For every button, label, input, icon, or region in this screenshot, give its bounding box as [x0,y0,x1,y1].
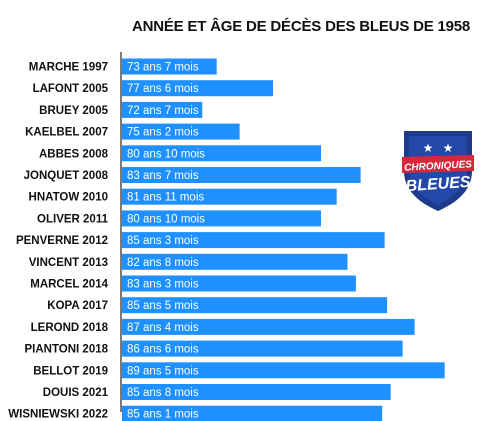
chart-title: ANNÉE ET ÂGE DE DÉCÈS DES BLEUS DE 1958 [131,18,471,35]
category-label: BELLOT 2019 [33,365,108,377]
bar [122,405,383,421]
svg-text:★: ★ [443,141,454,155]
bar [122,188,337,205]
category-label: MARCHE 1997 [29,62,108,74]
bar [122,123,240,140]
bar-value-label: 87 ans 4 mois [127,322,199,334]
bar [122,58,217,75]
category-label: PENVERNE 2012 [16,235,108,247]
category-label: OLIVER 2011 [37,213,109,225]
category-label: BRUEY 2005 [39,105,108,117]
bar [122,101,203,118]
bar-value-label: 83 ans 3 mois [127,279,199,291]
bar-value-label: 85 ans 1 mois [127,409,199,421]
bar [122,275,356,292]
bar-value-label: 72 ans 7 mois [127,105,199,117]
category-label: VINCENT 2013 [29,257,108,269]
bar-value-label: 82 ans 8 mois [127,257,199,269]
category-label: WISNIEWSKI 2022 [8,409,108,421]
bar [122,297,388,314]
bar-value-label: 89 ans 5 mois [127,365,199,377]
category-label: KAELBEL 2007 [25,127,108,139]
category-label: PIANTONI 2018 [24,344,108,356]
bar [122,253,348,270]
category-label: DOUIS 2021 [43,387,109,399]
bar [122,340,403,357]
bar-value-label: 80 ans 10 mois [127,148,205,160]
bar-value-label: 77 ans 6 mois [127,83,199,95]
logo-text-line1: CHRONIQUES [404,159,473,174]
bar-value-label: 80 ans 10 mois [127,213,205,225]
bar-value-label: 85 ans 8 mois [127,387,199,399]
bar [122,80,274,97]
bar [122,145,321,162]
bar [122,384,391,400]
bar-value-label: 81 ans 11 mois [127,192,204,204]
shield-stars-icon: ★ ★ CHRONIQUES BLEUES [402,131,474,211]
bar-value-label: 85 ans 5 mois [127,300,199,312]
bar-value-label: 83 ans 7 mois [127,170,199,182]
bar-value-label: 73 ans 7 mois [127,62,199,74]
bar [122,232,385,249]
bar-value-label: 85 ans 3 mois [127,235,199,247]
category-label: HNATOW 2010 [29,192,108,204]
bar-value-label: 75 ans 2 mois [127,127,199,139]
category-label: MARCEL 2014 [30,279,108,291]
svg-text:★: ★ [423,141,434,155]
category-label: ABBES 2008 [39,148,109,160]
bar [122,210,321,227]
category-label: LAFONT 2005 [33,83,109,95]
bar-value-label: 86 ans 6 mois [127,344,199,356]
logo-text-line2: BLEUES [405,174,471,196]
chroniques-bleues-logo: ★ ★ CHRONIQUES BLEUES [400,125,476,213]
category-label: JONQUET 2008 [24,170,109,182]
bar [122,318,415,335]
bar [122,362,445,379]
category-label: LEROND 2018 [31,322,109,334]
bar [122,167,361,183]
category-label: KOPA 2017 [47,300,108,312]
